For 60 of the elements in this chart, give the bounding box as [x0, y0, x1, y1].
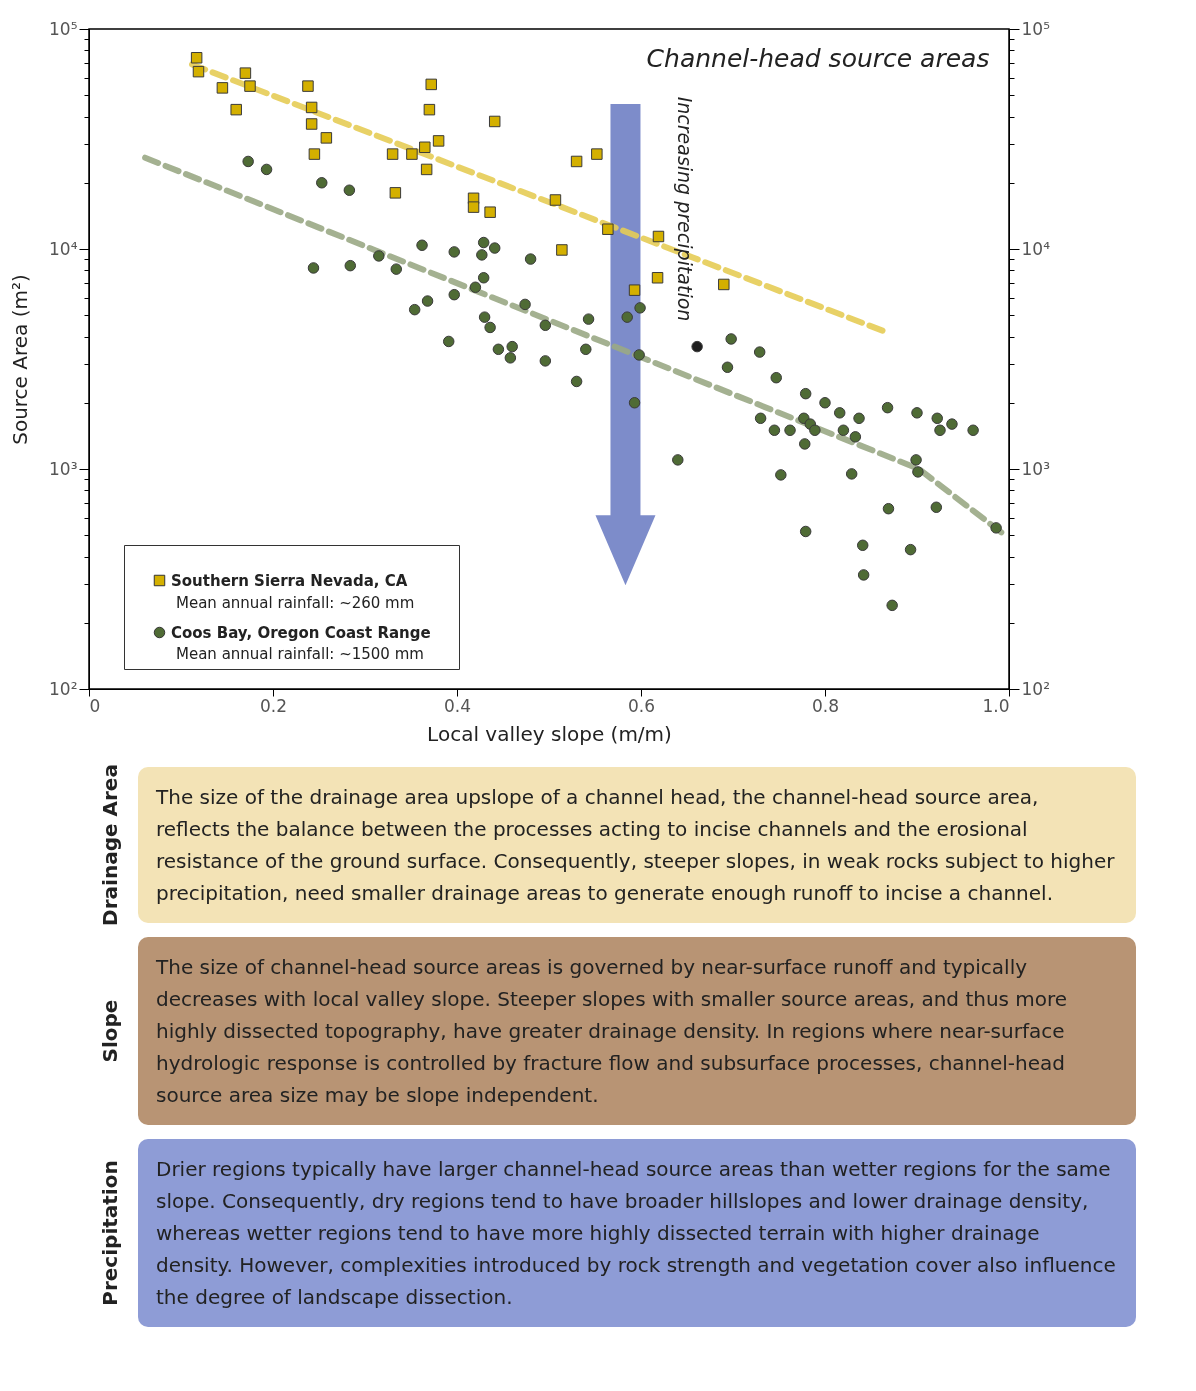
text: 10² [49, 678, 78, 699]
point [691, 340, 703, 353]
x-tick-label: 0.2 [259, 695, 288, 716]
x-tick-label: 0.8 [811, 695, 840, 716]
point [320, 132, 333, 144]
y-tick-label: 10³ [1021, 458, 1050, 479]
point [386, 148, 399, 160]
text: The size of channel-head source areas is governed by near-surface runoff and typically decreases with local valley slope. Steeper slopes with smaller source areas, and thus more highly dissected topography, have greater drainage density. In regions where near-surface hydrologic response is controlled by fracture flow and subsurface processes, channel-head source area size may be slope independent. [138, 937, 1136, 1125]
point [432, 135, 445, 147]
text: The size of the drainage area upslope of a channel head, the channel-head source area, reflects the balance between the processes acting to incise channels and the erosional resistance of the ground surface. Consequently, steeper slopes, in weak rocks subject to higher precipitation, need smaller drainage areas to generate enough runoff to incise a channel. [138, 767, 1136, 923]
point [556, 244, 568, 256]
point [302, 80, 314, 92]
point [406, 148, 418, 160]
point [488, 115, 501, 128]
point [239, 67, 252, 79]
text: 10⁴ [49, 238, 78, 259]
point [244, 80, 256, 92]
point [570, 155, 583, 168]
point [651, 272, 664, 284]
text: 10³ [49, 458, 78, 479]
point [602, 223, 614, 235]
x-tick-label: 0.6 [627, 695, 656, 716]
annotation: Mean annual rainfall: ~1500 mm [176, 644, 424, 663]
text: Drier regions typically have larger channel-head source areas than wetter regions for the same slope. Consequently, dry regions tend to have broader hillslopes and lower drainage density, whereas wetter regions tend to have more highly dissected terrain with higher drainage density. However, complexities introduced by rock strength and vegetation cover also influence the degree of landscape dissection. [138, 1139, 1136, 1327]
annotation: Mean annual rainfall: ~260 mm [176, 593, 415, 612]
point [216, 82, 229, 94]
point [305, 101, 318, 114]
text: Precipitation [98, 1160, 123, 1306]
point [190, 52, 203, 64]
point [628, 284, 641, 296]
text: Channel-head source areas [646, 44, 990, 73]
point [591, 148, 603, 160]
point [230, 103, 242, 116]
point [419, 141, 431, 154]
point [308, 148, 321, 160]
y-axis-title: Source Area (m²) [8, 274, 33, 445]
text: Slope [98, 999, 123, 1063]
point [389, 187, 402, 199]
x-tick-label: 1.0 [982, 695, 1010, 716]
point [305, 118, 318, 130]
x-tick-label: 0 [89, 695, 101, 716]
point [192, 65, 205, 78]
point [467, 201, 480, 213]
legend-label: Coos Bay, Oregon Coast Range [171, 623, 431, 642]
x-axis-title: Local valley slope (m/m) [427, 721, 672, 746]
annotation: Increasing precipitation [674, 96, 697, 322]
text: Drainage Area [98, 764, 123, 926]
point [420, 163, 433, 176]
point [423, 103, 436, 116]
point [484, 206, 496, 218]
point [549, 194, 562, 206]
text: 10⁵ [49, 18, 78, 39]
point [718, 278, 730, 291]
point [652, 230, 665, 243]
legend-label: Southern Sierra Nevada, CA [171, 571, 408, 590]
x-tick-label: 0.4 [443, 695, 472, 716]
point [425, 78, 437, 91]
y-tick-label: 10⁴ [1021, 238, 1051, 259]
y-tick-label: 10² [1021, 678, 1050, 699]
y-tick-label: 10⁵ [1021, 18, 1050, 39]
